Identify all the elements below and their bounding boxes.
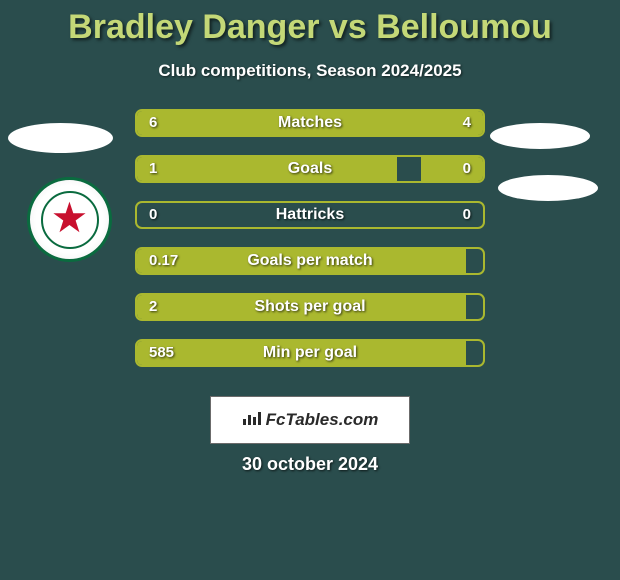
- stat-row: 6Matches4: [135, 109, 485, 137]
- footer-date: 30 october 2024: [0, 454, 620, 475]
- stat-label: Shots per goal: [137, 295, 483, 319]
- footer-brand-text: FcTables.com: [266, 410, 379, 430]
- stat-label: Hattricks: [137, 203, 483, 227]
- stat-row: 1Goals0: [135, 155, 485, 183]
- stat-value-right: 4: [463, 111, 471, 135]
- player-left-badge: [8, 123, 113, 153]
- stat-row: 0Hattricks0: [135, 201, 485, 229]
- stat-label: Min per goal: [137, 341, 483, 365]
- stat-row: 585Min per goal: [135, 339, 485, 367]
- comparison-subtitle: Club competitions, Season 2024/2025: [0, 61, 620, 81]
- player-right-badge-2: [498, 175, 598, 201]
- stat-label: Goals per match: [137, 249, 483, 273]
- club-badge-outer: ★: [27, 177, 112, 262]
- star-icon: ★: [51, 197, 89, 239]
- comparison-title: Bradley Danger vs Belloumou: [0, 0, 620, 47]
- stat-value-right: 0: [463, 203, 471, 227]
- player-right-badge-1: [490, 123, 590, 149]
- stat-label: Matches: [137, 111, 483, 135]
- stat-value-right: 0: [463, 157, 471, 181]
- stat-row: 2Shots per goal: [135, 293, 485, 321]
- stat-row: 0.17Goals per match: [135, 247, 485, 275]
- club-badge: ★: [27, 177, 112, 262]
- footer-brand-tag: FcTables.com: [210, 396, 410, 444]
- stat-rows: 6Matches41Goals00Hattricks00.17Goals per…: [135, 109, 485, 385]
- club-badge-inner: ★: [41, 191, 99, 249]
- chart-icon: [242, 410, 262, 431]
- stat-label: Goals: [137, 157, 483, 181]
